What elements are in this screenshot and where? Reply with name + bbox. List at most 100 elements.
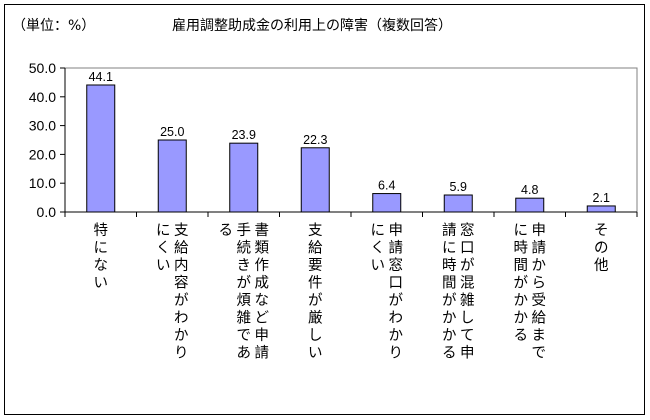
category-label-char: 給: [532, 310, 547, 327]
data-label: 5.9: [450, 180, 467, 194]
category-label-char: 混: [460, 275, 475, 292]
category-label-char: 時: [514, 240, 529, 257]
bar: [586, 205, 616, 213]
category-label-char: が: [174, 292, 189, 309]
category-label-char: 給: [174, 240, 189, 257]
category-label-char: 請: [532, 240, 547, 257]
category-label-char: わ: [174, 310, 189, 327]
bar: [86, 84, 116, 213]
category-label-char: 他: [594, 257, 609, 274]
category-label-char: が: [514, 275, 529, 292]
category-label-char: て: [460, 328, 475, 344]
category-label-char: 申: [389, 222, 404, 239]
category-label-char: 間: [442, 276, 457, 292]
bar: [300, 147, 330, 213]
category-label-char: か: [532, 257, 547, 274]
category-label-char: あ: [237, 345, 252, 362]
category-label-char: 請: [389, 240, 404, 257]
category-label-char: し: [460, 311, 475, 327]
category-label-char: 申: [460, 345, 475, 362]
category-label-char: い: [156, 258, 171, 274]
category-label-char: 続: [237, 240, 252, 257]
category-label-char: で: [532, 346, 547, 362]
category-label-char: が: [442, 292, 457, 309]
category-label-char: 件: [308, 275, 323, 292]
bar: [443, 194, 473, 213]
category-label-char: 支: [174, 222, 189, 239]
category-label-char: 書: [255, 222, 270, 239]
category-label-char: り: [389, 346, 404, 362]
category-label-char: 作: [255, 257, 270, 274]
category-label-char: き: [237, 257, 252, 274]
category-label-char: 給: [308, 240, 323, 257]
category-label-char: 特: [94, 222, 109, 239]
category-label-char: で: [237, 328, 252, 344]
category-label-char: 支: [308, 222, 323, 239]
data-label: 6.4: [378, 179, 395, 193]
category-label-char: な: [255, 292, 270, 309]
category-label-char: か: [174, 327, 189, 344]
category-label-char: の: [594, 241, 609, 257]
plot-area: [64, 67, 638, 213]
category-label-char: る: [219, 223, 234, 239]
category-label-char: ま: [532, 328, 547, 344]
category-label-char: 成: [255, 275, 270, 292]
data-label: 25.0: [160, 125, 184, 139]
category-label-char: ら: [532, 276, 547, 292]
y-tick-label: 40.0: [29, 89, 56, 105]
y-tick-label: 0.0: [37, 204, 57, 220]
category-label-char: か: [514, 292, 529, 309]
category-label-char: く: [156, 241, 171, 257]
y-tick-label: 10.0: [29, 175, 56, 191]
data-label: 44.1: [89, 70, 113, 84]
category-label-char: る: [442, 346, 457, 362]
category-label-char: 雑: [237, 310, 252, 327]
category-label-char: 手: [237, 222, 252, 239]
category-label-char: 要: [308, 258, 323, 274]
category-label: その他: [594, 223, 609, 274]
category-label-char: か: [389, 327, 404, 344]
category-label-char: 受: [532, 292, 547, 309]
category-label-char: い: [308, 346, 323, 362]
category-label-char: 窓: [460, 221, 475, 239]
category-label-char: が: [460, 257, 475, 274]
category-label-char: に: [514, 223, 529, 239]
category-label-char: し: [308, 328, 323, 344]
unit-label: （単位：%）: [12, 18, 96, 34]
category-label-char: 申: [255, 327, 270, 344]
category-label-char: 請: [442, 222, 457, 239]
category-label-char: が: [389, 292, 404, 309]
y-tick-label: 20.0: [29, 146, 56, 162]
category-label-char: が: [308, 292, 323, 309]
category-label-char: に: [442, 241, 457, 257]
category-label-char: 窓: [389, 256, 404, 274]
category-label-char: く: [371, 241, 386, 257]
bar: [372, 193, 402, 213]
bar: [229, 142, 259, 213]
category-label-char: 間: [514, 258, 529, 274]
category-label-char: る: [514, 328, 529, 344]
category-label-char: か: [442, 327, 457, 344]
category-label-char: 請: [255, 345, 270, 362]
chart-title: 雇用調整助成金の利用上の障害（複数回答）: [172, 18, 452, 34]
category-label-char: そ: [594, 223, 609, 239]
category-label-char: 雑: [460, 292, 475, 309]
data-label: 2.1: [593, 191, 610, 205]
category-label-char: 内: [174, 257, 189, 274]
category-label-char: 口: [389, 276, 404, 292]
category-label-char: な: [94, 257, 109, 274]
category-label-char: り: [174, 346, 189, 362]
category-label-char: 時: [442, 257, 457, 274]
category-label-char: わ: [389, 310, 404, 327]
bar: [515, 197, 545, 213]
category-label-char: 容: [174, 275, 189, 292]
category-label-char: か: [514, 310, 529, 327]
data-label: 23.9: [232, 128, 256, 142]
